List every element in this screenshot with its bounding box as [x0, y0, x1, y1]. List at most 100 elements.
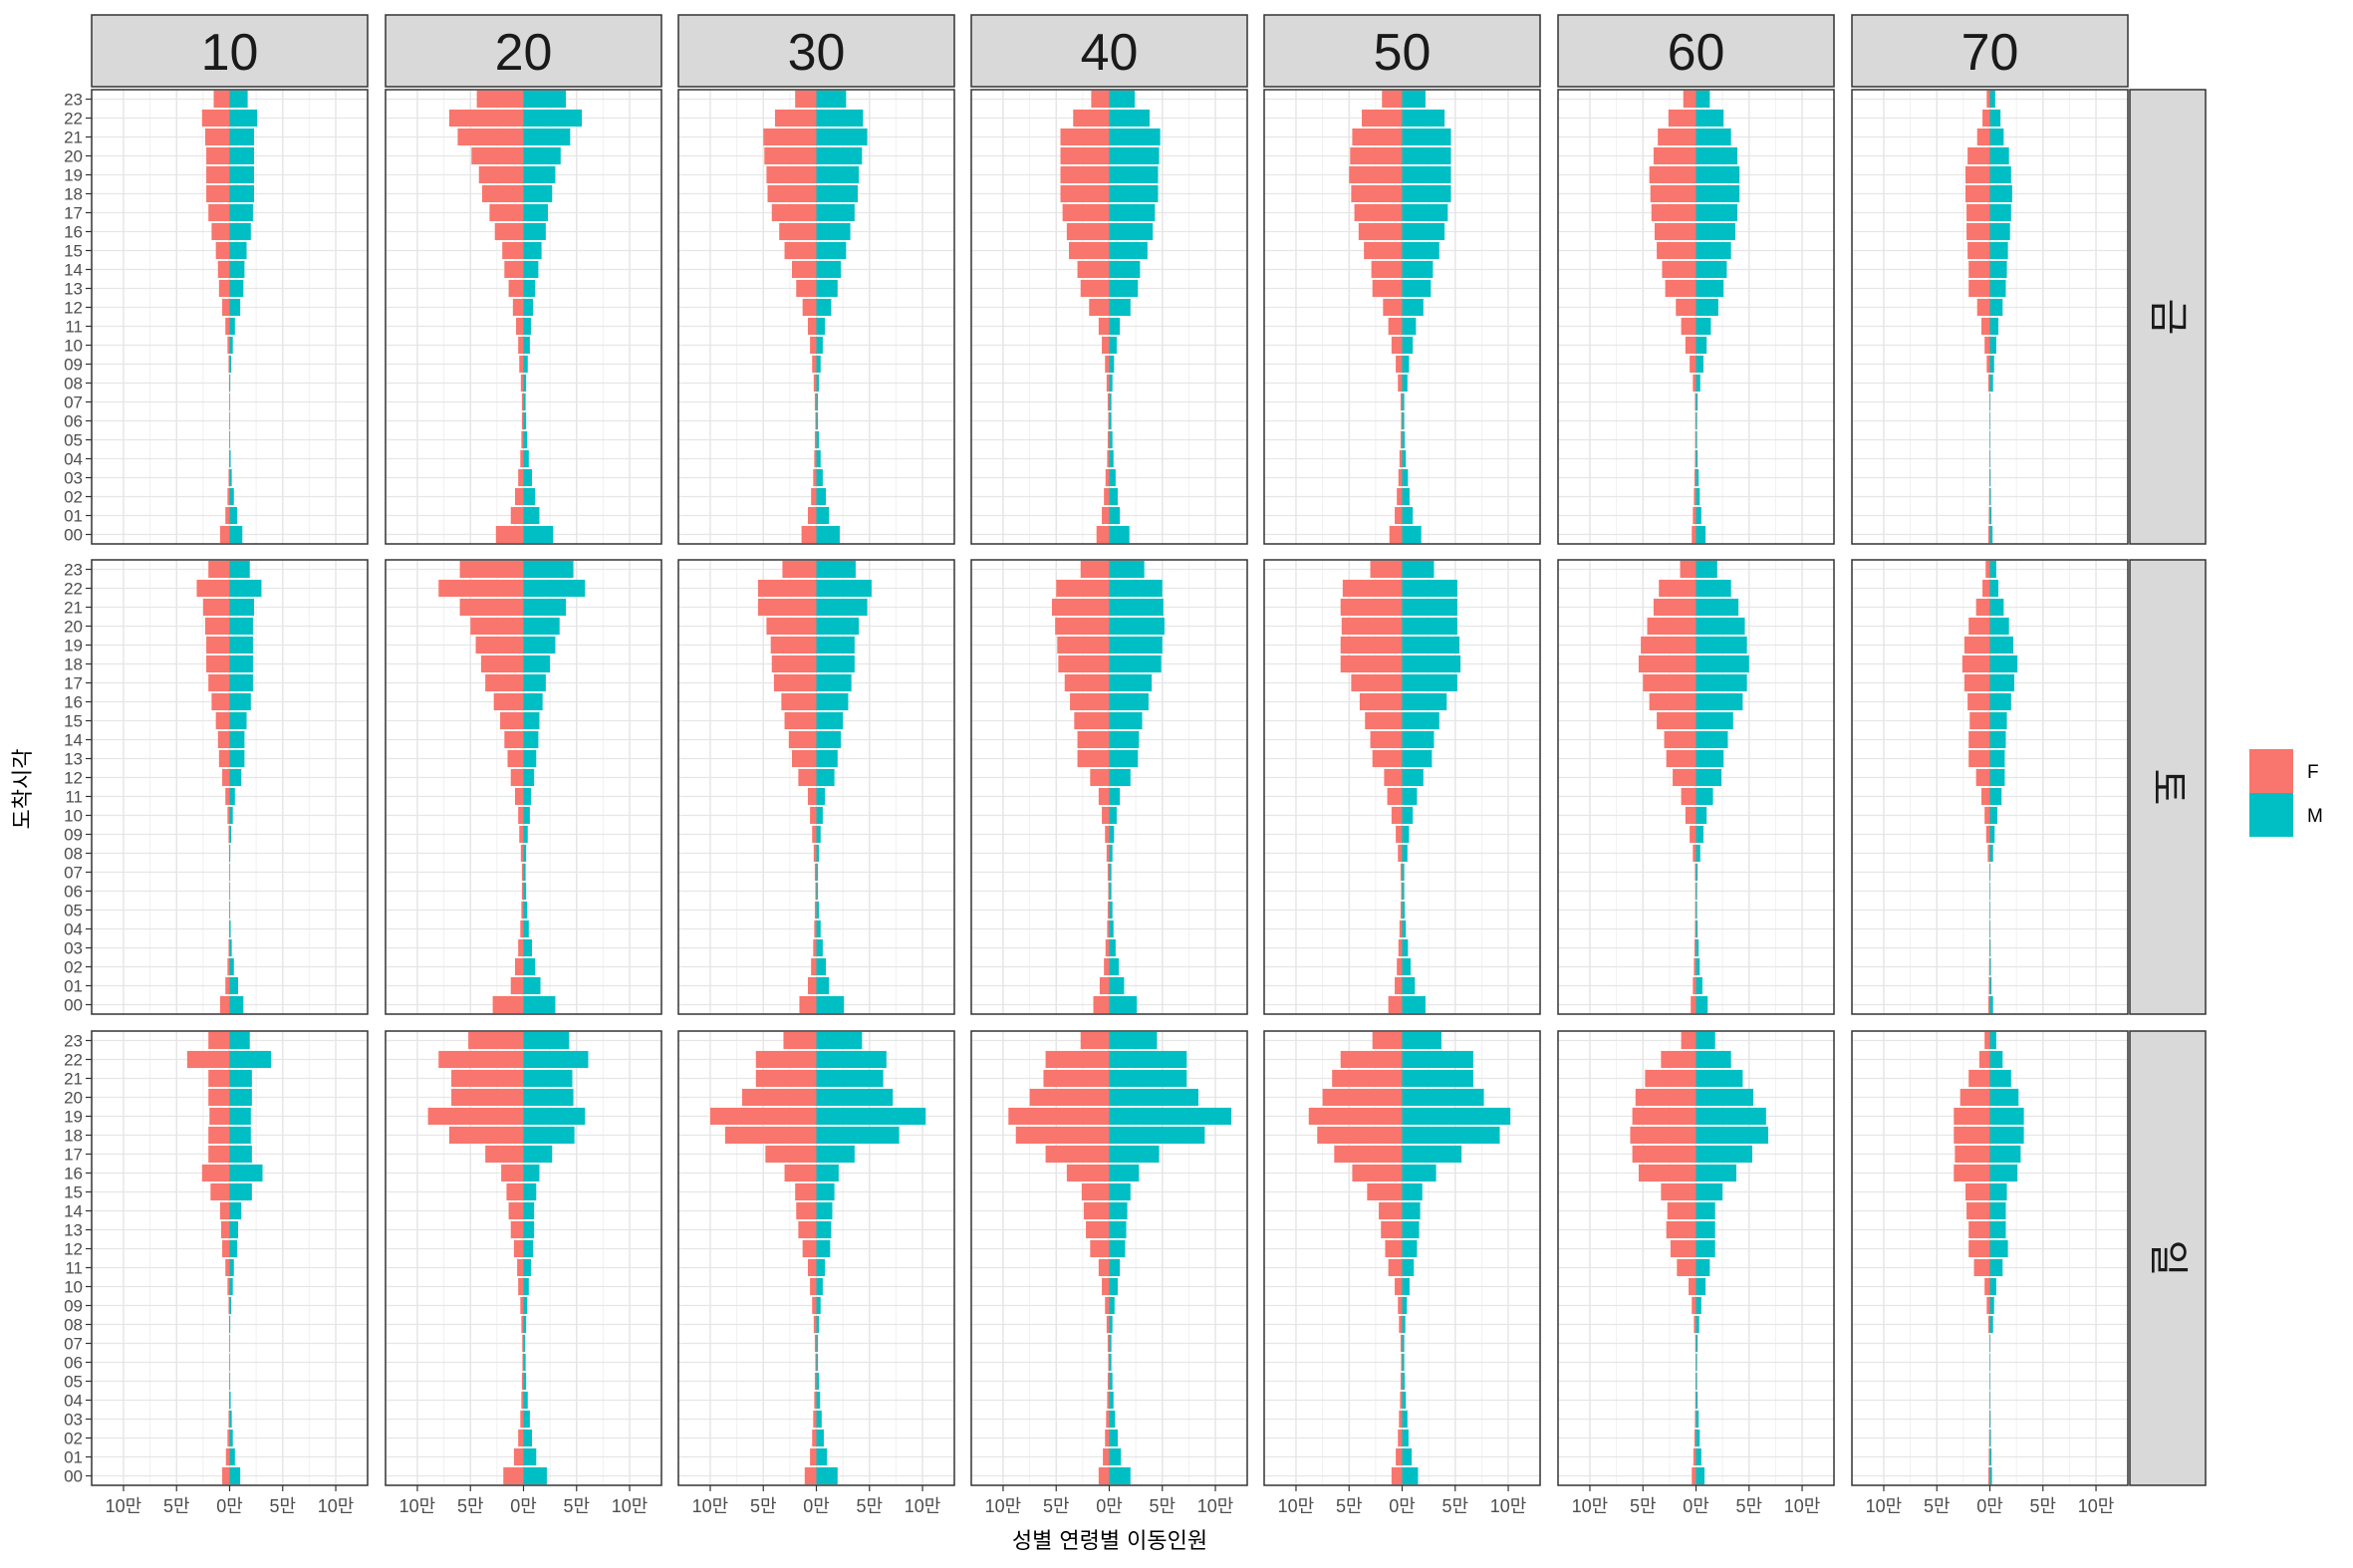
x-tick-label: 10만: [692, 1496, 729, 1516]
bar-m-03: [1109, 468, 1116, 487]
bar-m-22: [229, 579, 262, 598]
bar-m-05: [1402, 901, 1406, 919]
bar-f-22: [1661, 1050, 1697, 1069]
panel-border: [1851, 89, 2129, 545]
bar-f-14: [1077, 730, 1110, 749]
bar-m-18: [1402, 654, 1461, 673]
bar-m-02: [1989, 957, 1991, 976]
x-tick-label: 10만: [399, 1496, 436, 1516]
bar-m-13: [1402, 749, 1433, 768]
bar-f-19: [1963, 636, 1990, 654]
x-tick-label: 0만: [510, 1496, 537, 1516]
x-tick-label: 5만: [1441, 1496, 1468, 1516]
bar-f-20: [206, 146, 230, 165]
bar-m-10: [1696, 1277, 1706, 1296]
bar-m-07: [229, 1334, 230, 1353]
bar-f-07: [1107, 863, 1110, 882]
bar-f-03: [813, 938, 817, 957]
bar-m-11: [1402, 787, 1418, 806]
bar-f-16: [1654, 222, 1697, 241]
bar-f-05: [1107, 1372, 1110, 1391]
bar-f-09: [228, 825, 230, 844]
strip-age-20: 20: [385, 14, 662, 88]
bar-f-02: [1694, 957, 1697, 976]
bar-f-02: [1694, 1429, 1697, 1447]
bar-f-05: [229, 901, 230, 919]
bar-m-18: [1402, 184, 1451, 203]
bar-f-03: [1398, 468, 1403, 487]
bar-m-11: [816, 1258, 826, 1277]
bar-m-03: [1696, 938, 1699, 957]
strip-bg: [1263, 14, 1541, 88]
y-tick-label-00: 00: [64, 1467, 83, 1486]
bar-f-00: [219, 525, 230, 544]
bar-f-17: [765, 1145, 817, 1164]
bar-f-15: [1964, 1182, 1990, 1201]
bar-f-01: [1988, 1447, 1990, 1466]
bar-f-21: [1352, 128, 1403, 146]
bar-m-13: [1109, 749, 1139, 768]
bar-f-08: [813, 1315, 817, 1334]
bar-f-18: [1638, 654, 1697, 673]
bar-m-02: [1109, 487, 1119, 506]
bar-m-21: [1696, 128, 1731, 146]
bar-m-01: [1696, 976, 1702, 995]
bar-f-23: [208, 560, 230, 579]
bar-m-06: [1109, 411, 1112, 430]
bar-f-13: [510, 1220, 524, 1239]
panel-20-2: [385, 559, 662, 1015]
bar-m-09: [1402, 1296, 1408, 1315]
bar-f-22: [774, 109, 817, 128]
bar-f-09: [1396, 825, 1403, 844]
x-tick-label: 5만: [457, 1496, 484, 1516]
bar-f-13: [507, 749, 524, 768]
bar-m-12: [1696, 768, 1722, 787]
bar-f-11: [1980, 317, 1990, 336]
bar-m-14: [816, 730, 842, 749]
bar-f-04: [1399, 919, 1403, 938]
bar-f-02: [227, 487, 230, 506]
bar-m-16: [1696, 222, 1735, 241]
y-tick-label-01: 01: [64, 1448, 83, 1467]
bar-f-15: [1365, 711, 1403, 730]
bar-m-15: [1989, 1182, 2007, 1201]
y-axis-title: 도착시각: [11, 749, 36, 830]
bar-m-03: [1989, 1410, 1991, 1429]
bar-m-19: [816, 165, 860, 184]
bar-f-20: [208, 1088, 230, 1107]
bar-f-17: [208, 673, 230, 692]
bar-m-09: [816, 355, 821, 374]
bar-m-23: [1696, 560, 1717, 579]
bar-m-20: [229, 1088, 252, 1107]
panel-border: [1851, 559, 2129, 1015]
bar-m-22: [816, 109, 864, 128]
bar-f-04: [1695, 919, 1697, 938]
legend-key: [2249, 793, 2293, 837]
bar-m-13: [1696, 749, 1724, 768]
bar-f-21: [1975, 598, 1990, 617]
bar-f-12: [1090, 1239, 1110, 1258]
bar-m-11: [1402, 1258, 1415, 1277]
bar-f-22: [438, 1050, 524, 1069]
strip-label: 일: [2146, 1240, 2190, 1277]
bar-f-19: [1057, 636, 1110, 654]
bar-m-22: [229, 1050, 272, 1069]
bar-m-10: [1696, 806, 1707, 825]
bar-m-15: [1989, 241, 2008, 260]
bar-f-10: [1984, 1277, 1990, 1296]
bar-m-14: [523, 260, 539, 279]
bar-f-18: [208, 1126, 230, 1145]
bar-m-15: [1109, 241, 1148, 260]
bar-f-12: [1089, 298, 1110, 317]
bar-f-13: [218, 279, 230, 298]
bar-m-23: [229, 1031, 250, 1050]
bar-m-17: [1402, 203, 1448, 222]
bar-f-06: [1401, 1353, 1403, 1372]
bar-m-15: [816, 241, 847, 260]
bar-f-19: [1954, 1107, 1990, 1126]
bar-m-03: [523, 1410, 530, 1429]
bar-f-22: [1978, 1050, 1990, 1069]
bar-f-21: [451, 1069, 524, 1088]
bar-f-00: [1389, 525, 1403, 544]
bar-m-18: [1402, 1126, 1500, 1145]
